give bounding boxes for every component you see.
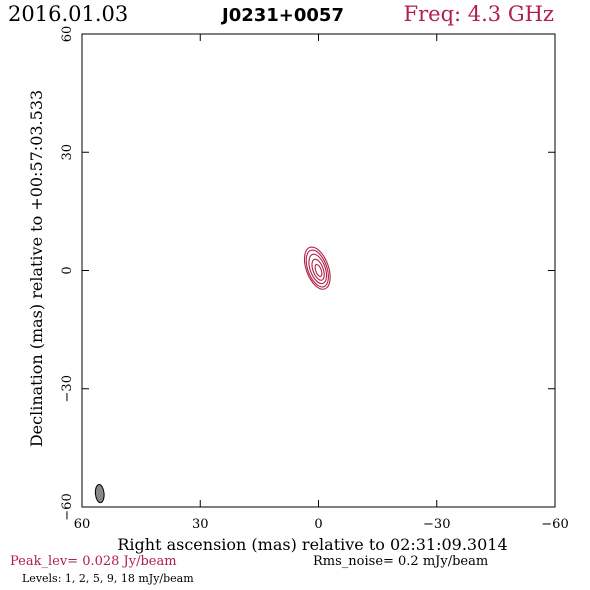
contour-level-5 [308, 253, 328, 285]
contour-level-9 [311, 258, 325, 281]
axis-ticks [81, 33, 556, 508]
x-tick-label: 30 [192, 517, 209, 532]
y-tick-label: −30 [60, 375, 75, 402]
observation-date: 2016.01.03 [8, 2, 129, 26]
y-tick-label: 60 [60, 26, 75, 43]
y-tick-label: 0 [60, 266, 75, 274]
contour-levels: Levels: 1, 2, 5, 9, 18 mJy/beam [22, 572, 194, 585]
x-tick-label: 60 [74, 517, 91, 532]
x-tick-label: −60 [541, 517, 568, 532]
y-tick-label: −60 [60, 493, 75, 520]
plot-frame [81, 33, 556, 508]
contour-level-2 [305, 249, 329, 288]
x-axis-label: Right ascension (mas) relative to 02:31:… [117, 535, 507, 554]
beam-ellipse [94, 484, 105, 504]
contour-level-1 [303, 246, 331, 290]
source-name: J0231+0057 [222, 5, 344, 26]
contour-level-18 [314, 263, 323, 278]
peak-level: Peak_lev= 0.028 Jy/beam [10, 554, 177, 569]
x-tick-label: −30 [423, 517, 450, 532]
contour-group [303, 246, 331, 290]
y-tick-label: 30 [60, 144, 75, 161]
x-tick-label: 0 [314, 517, 322, 532]
y-axis-label: Declination (mas) relative to +00:57:03.… [27, 90, 46, 447]
frequency-label: Freq: 4.3 GHz [403, 2, 554, 26]
rms-noise: Rms_noise= 0.2 mJy/beam [313, 554, 489, 569]
beam-group [94, 484, 105, 504]
